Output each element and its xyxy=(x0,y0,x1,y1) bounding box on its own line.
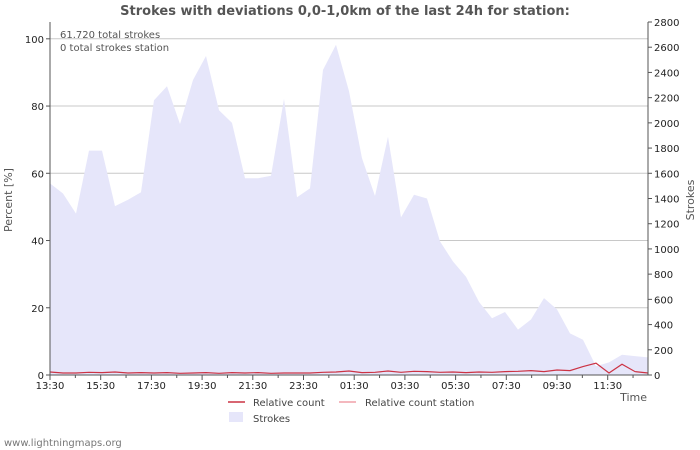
chart-title: Strokes with deviations 0,0-1,0km of the… xyxy=(120,4,570,19)
x-tick-label: 07:30 xyxy=(492,381,521,392)
right-tick-label: 600 xyxy=(654,295,673,306)
x-tick-label: 19:30 xyxy=(188,381,217,392)
legend-label-relative-count: Relative count xyxy=(253,398,325,409)
x-axis-ticks: 13:30 15:30 17:30 19:30 21:30 23:30 01:30 03:30… xyxy=(36,375,634,392)
right-tick-label: 200 xyxy=(654,346,673,357)
relative-count-line xyxy=(49,362,649,374)
right-tick-label: 1200 xyxy=(654,220,679,231)
legend-swatch-strokes xyxy=(229,412,243,422)
site-credit: www.lightningmaps.org xyxy=(4,438,122,449)
right-tick-label: 400 xyxy=(654,321,673,332)
right-tick-label: 2200 xyxy=(654,94,679,105)
x-tick-label: 21:30 xyxy=(238,381,267,392)
strokes-area xyxy=(50,44,648,375)
x-tick-label: 01:30 xyxy=(340,381,369,392)
left-tick-label: 0 xyxy=(38,371,44,382)
x-tick-label: 11:30 xyxy=(593,381,622,392)
right-tick-label: 1800 xyxy=(654,144,679,155)
right-tick-label: 800 xyxy=(654,270,673,281)
x-tick-label: 05:30 xyxy=(441,381,470,392)
left-tick-label: 40 xyxy=(31,237,44,248)
left-tick-label: 100 xyxy=(25,35,44,46)
right-tick-label: 2800 xyxy=(654,18,679,29)
left-axis-label: Percent [%] xyxy=(2,168,15,232)
legend: Relative count Relative count station St… xyxy=(228,398,474,425)
x-tick-label: 13:30 xyxy=(36,381,65,392)
right-tick-label: 0 xyxy=(654,371,660,382)
x-tick-label: 03:30 xyxy=(390,381,419,392)
legend-label-relative-count-station: Relative count station xyxy=(365,398,474,409)
right-tick-label: 1600 xyxy=(654,169,679,180)
right-tick-label: 1000 xyxy=(654,245,679,256)
left-tick-label: 20 xyxy=(31,304,44,315)
x-tick-label: 09:30 xyxy=(543,381,572,392)
right-tick-label: 2400 xyxy=(654,68,679,79)
x-tick-label: 15:30 xyxy=(86,381,115,392)
right-tick-label: 2600 xyxy=(654,43,679,54)
relative-count-lines xyxy=(49,362,649,374)
right-tick-label: 1400 xyxy=(654,195,679,206)
right-axis-label: Strokes xyxy=(684,179,697,220)
right-axis-ticks: 0 200 400 600 800 1000 1200 1400 1600 1800 2000 220… xyxy=(648,18,679,382)
strokes-area-fill xyxy=(50,44,648,375)
x-tick-label: 23:30 xyxy=(289,381,318,392)
x-tick-label: 17:30 xyxy=(137,381,166,392)
x-axis-label: Time xyxy=(619,391,647,404)
total-strokes-note: 61.720 total strokes xyxy=(60,30,160,41)
legend-label-strokes: Strokes xyxy=(253,414,290,425)
right-tick-label: 2000 xyxy=(654,119,679,130)
total-strokes-station-note: 0 total strokes station xyxy=(60,43,169,54)
left-axis-ticks: 0 20 40 60 80 100 xyxy=(25,35,50,382)
left-tick-label: 60 xyxy=(31,169,44,180)
left-tick-label: 80 xyxy=(31,102,44,113)
